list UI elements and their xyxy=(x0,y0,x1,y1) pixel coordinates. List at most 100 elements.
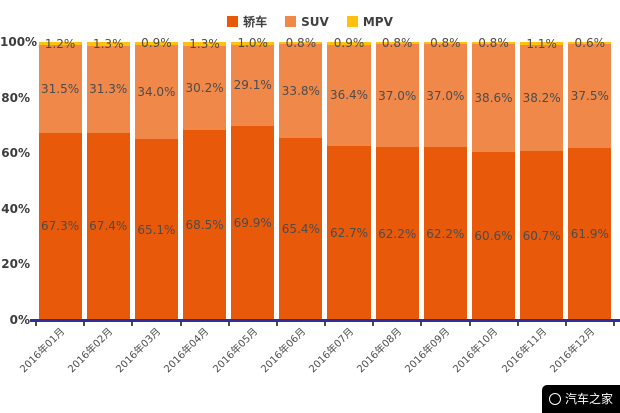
x-axis-label: 2016年10月 xyxy=(451,326,501,376)
x-tick-mark xyxy=(35,322,37,326)
bar-slot: 65.4% 33.8% 0.8% xyxy=(277,37,325,320)
data-label-suv: 37.0% xyxy=(426,88,465,103)
legend-item-suv: SUV xyxy=(285,15,329,29)
bar-2016年07月: 62.7% 36.4% 0.9% xyxy=(327,37,371,320)
segment-轿车: 67.4% xyxy=(86,132,130,320)
chart-legend: 轿车 SUV MPV xyxy=(0,13,620,30)
segment-suv: 34.0% xyxy=(134,44,178,140)
x-tick-mark xyxy=(179,322,182,326)
x-axis-label: 2016年04月 xyxy=(162,326,212,376)
bar-2016年02月: 67.4% 31.3% 1.3% xyxy=(86,38,130,320)
segment-轿车: 62.2% xyxy=(423,147,467,320)
legend-label: 轿车 xyxy=(243,15,268,29)
data-label-suv: 36.4% xyxy=(329,88,369,103)
segment-mpv: 0.9% xyxy=(327,37,371,49)
segment-mpv: 0.9% xyxy=(134,37,178,49)
data-label-mpv: 0.8% xyxy=(285,36,317,51)
data-label-suv: 30.2% xyxy=(185,80,224,95)
segment-轿车: 62.2% xyxy=(375,147,419,320)
data-label-suv: 37.5% xyxy=(570,88,609,103)
segment-suv: 31.3% xyxy=(86,45,130,133)
data-label-mpv: 1.1% xyxy=(526,36,557,51)
y-tick-label: 20% xyxy=(1,257,30,272)
data-label-mpv: 0.9% xyxy=(141,36,172,51)
bar-slot: 67.4% 31.3% 1.3% xyxy=(84,38,132,320)
data-label-mpv: 1.3% xyxy=(92,36,124,51)
segment-suv: 29.1% xyxy=(231,44,275,126)
bar-2016年01月: 67.3% 31.5% 1.2% xyxy=(38,38,82,320)
data-label-suv: 33.8% xyxy=(281,84,320,99)
segment-suv: 37.5% xyxy=(568,43,612,148)
legend-swatch-icon xyxy=(285,16,297,27)
bar-slot: 69.9% 29.1% 1.0% xyxy=(229,37,277,320)
data-label-suv: 38.6% xyxy=(474,90,513,105)
legend-item-mpv: MPV xyxy=(346,15,393,29)
segment-suv: 38.6% xyxy=(471,44,516,152)
y-tick-label: 60% xyxy=(1,146,30,161)
data-label-suv: 31.3% xyxy=(89,82,128,97)
bar-slot: 60.7% 38.2% 1.1% xyxy=(518,38,566,320)
data-label-轿车: 62.2% xyxy=(378,226,417,241)
legend-swatch-icon xyxy=(227,16,239,27)
data-label-suv: 34.0% xyxy=(137,84,176,99)
segment-suv: 37.0% xyxy=(423,44,467,148)
data-label-轿车: 61.9% xyxy=(570,226,609,241)
bar-2016年05月: 69.9% 29.1% 1.0% xyxy=(231,37,275,320)
bar-slot: 62.2% 37.0% 0.8% xyxy=(373,37,421,320)
y-tick-label: 0% xyxy=(9,313,30,327)
segment-mpv: 0.8% xyxy=(471,37,516,49)
data-label-mpv: 1.0% xyxy=(237,36,268,51)
segment-mpv: 1.3% xyxy=(182,38,227,50)
x-axis-label: 2016年09月 xyxy=(403,326,453,376)
x-tick-mark xyxy=(275,322,278,326)
legend-label: SUV xyxy=(301,14,329,29)
segment-suv: 37.0% xyxy=(375,44,419,148)
x-tick-mark xyxy=(516,322,519,326)
x-tick-mark xyxy=(613,322,615,326)
data-label-轿车: 62.7% xyxy=(329,225,369,240)
segment-suv: 30.2% xyxy=(182,45,227,130)
bar-slot: 65.1% 34.0% 0.9% xyxy=(132,37,180,320)
segment-mpv: 0.8% xyxy=(279,37,323,49)
legend-item-轿车: 轿车 xyxy=(227,13,267,30)
segment-轿车: 60.7% xyxy=(520,151,564,320)
segment-轿车: 65.4% xyxy=(279,138,323,320)
watermark-text: 汽车之家 xyxy=(564,392,613,406)
segment-轿车: 65.1% xyxy=(134,139,178,320)
data-label-suv: 31.5% xyxy=(41,82,80,97)
bar-2016年12月: 61.9% 37.5% 0.6% xyxy=(568,37,612,320)
segment-suv: 31.5% xyxy=(38,45,82,133)
x-tick-mark xyxy=(564,322,567,326)
bar-2016年09月: 62.2% 37.0% 0.8% xyxy=(423,37,467,320)
bar-slot: 62.7% 36.4% 0.9% xyxy=(325,37,373,320)
segment-suv: 36.4% xyxy=(327,44,371,146)
x-tick-mark xyxy=(83,322,86,326)
data-label-mpv: 0.6% xyxy=(574,35,606,50)
segment-mpv: 1.0% xyxy=(231,37,275,49)
x-tick-mark xyxy=(372,322,375,326)
data-label-轿车: 60.7% xyxy=(522,228,561,243)
plot-area: 67.3% 31.5% 1.2% 67.4% 31.3% 1.3% 65.1% 34.0% 0.… xyxy=(36,37,614,320)
segment-轿车: 60.6% xyxy=(471,151,516,320)
segment-mpv: 0.8% xyxy=(375,37,419,49)
data-label-轿车: 68.5% xyxy=(185,217,224,232)
y-tick-label: 100% xyxy=(0,35,38,49)
segment-轿车: 68.5% xyxy=(182,129,227,320)
bar-slot: 61.9% 37.5% 0.6% xyxy=(566,37,614,320)
x-tick-mark xyxy=(324,322,326,326)
data-label-mpv: 0.8% xyxy=(430,36,461,51)
bar-slot: 67.3% 31.5% 1.2% xyxy=(36,38,84,320)
x-axis-label: 2016年06月 xyxy=(259,326,308,376)
data-label-suv: 37.0% xyxy=(378,88,417,103)
data-label-轿车: 60.6% xyxy=(474,228,513,243)
segment-轿车: 67.3% xyxy=(38,132,82,320)
data-label-suv: 38.2% xyxy=(522,91,561,106)
segment-轿车: 61.9% xyxy=(568,147,612,320)
segment-suv: 33.8% xyxy=(279,44,323,139)
bar-slot: 60.6% 38.6% 0.8% xyxy=(469,37,517,320)
x-axis-label: 2016年02月 xyxy=(66,326,116,376)
segment-轿车: 62.7% xyxy=(327,145,371,320)
data-label-轿车: 69.9% xyxy=(233,215,272,230)
data-label-轿车: 65.4% xyxy=(281,222,320,237)
